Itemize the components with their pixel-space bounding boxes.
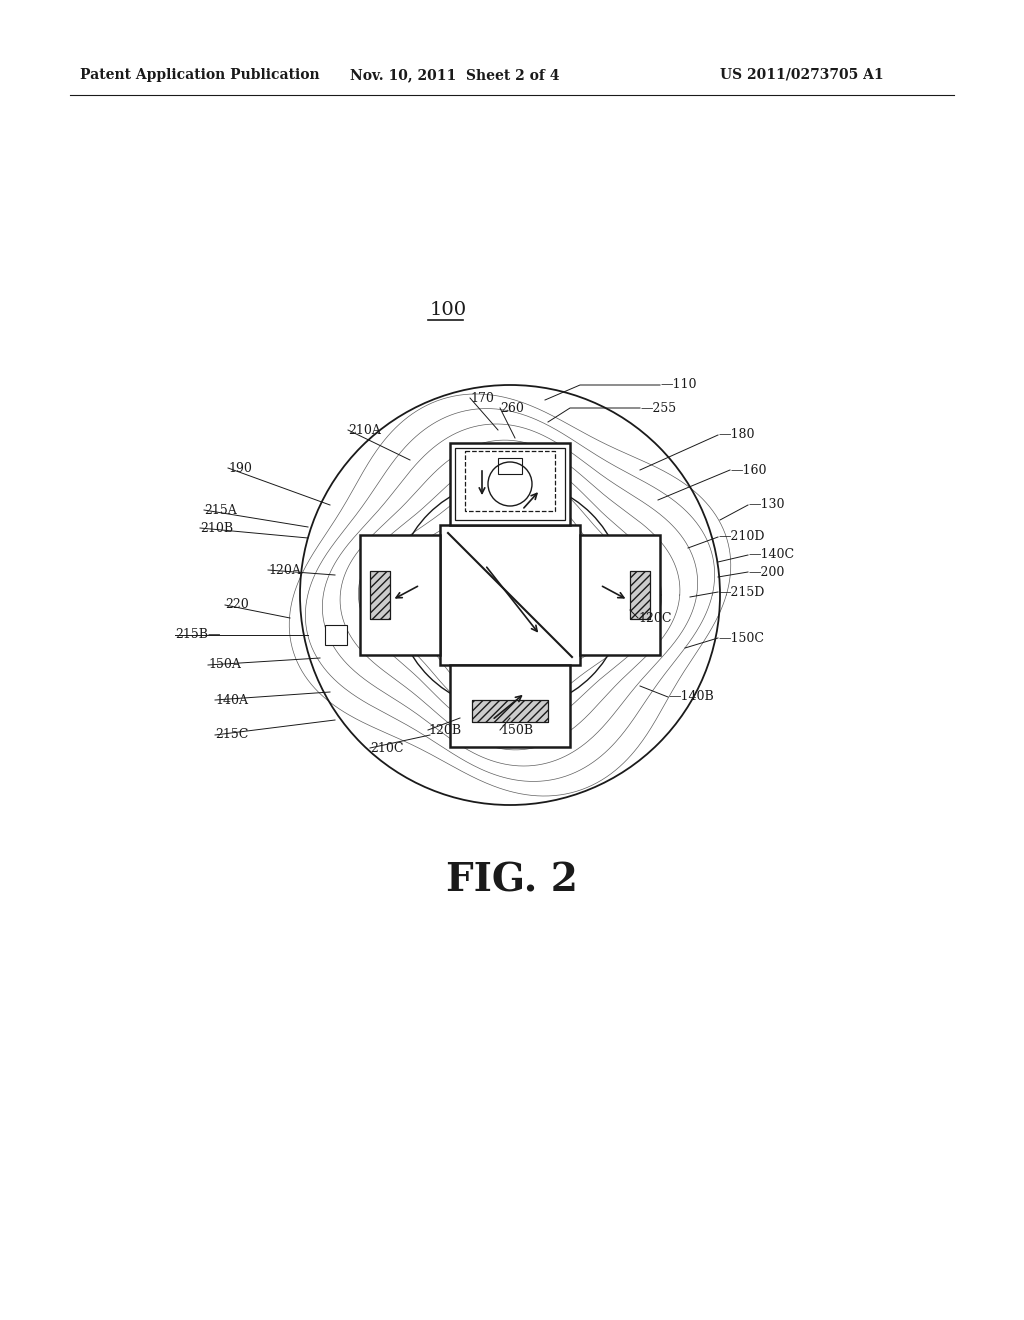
Bar [472, 700, 548, 722]
Text: 260: 260 [500, 401, 524, 414]
Bar [360, 535, 440, 655]
Text: 140A: 140A [215, 693, 248, 706]
Bar [325, 624, 347, 645]
Text: 120C: 120C [638, 611, 672, 624]
Bar [472, 700, 548, 722]
Text: Nov. 10, 2011  Sheet 2 of 4: Nov. 10, 2011 Sheet 2 of 4 [350, 69, 559, 82]
Text: —215D: —215D [718, 586, 764, 598]
Text: 170: 170 [470, 392, 494, 404]
Text: Patent Application Publication: Patent Application Publication [80, 69, 319, 82]
Bar [630, 572, 650, 619]
Text: 120A: 120A [268, 564, 301, 577]
Text: —110: —110 [660, 379, 696, 392]
Text: —160: —160 [730, 463, 767, 477]
Text: 190: 190 [228, 462, 252, 474]
Text: 120B: 120B [428, 723, 461, 737]
Bar [370, 572, 390, 619]
Text: 220: 220 [225, 598, 249, 611]
Bar [630, 572, 650, 619]
Text: 150A: 150A [208, 659, 241, 672]
Text: —130: —130 [748, 499, 784, 511]
Bar [440, 525, 580, 665]
Text: US 2011/0273705 A1: US 2011/0273705 A1 [720, 69, 884, 82]
Bar [450, 665, 570, 747]
Bar [580, 535, 660, 655]
Text: 210C: 210C [370, 742, 403, 755]
Bar [450, 444, 570, 525]
Text: —140C: —140C [748, 549, 795, 561]
Text: 210B: 210B [200, 521, 233, 535]
Text: —180: —180 [718, 429, 755, 441]
Text: —150C: —150C [718, 631, 764, 644]
Text: —140B: —140B [668, 690, 714, 704]
Text: FIG. 2: FIG. 2 [446, 861, 578, 899]
Text: —255: —255 [640, 401, 676, 414]
Text: 215C: 215C [215, 729, 249, 742]
Text: —210D: —210D [718, 531, 765, 544]
Text: 215B—: 215B— [175, 628, 220, 642]
Bar [465, 451, 555, 511]
Text: 100: 100 [430, 301, 467, 319]
Text: 215A: 215A [204, 503, 237, 516]
Bar [455, 447, 565, 520]
Bar [498, 458, 522, 474]
Text: 210A: 210A [348, 424, 381, 437]
Bar [370, 572, 390, 619]
Text: 150B: 150B [500, 723, 534, 737]
Text: —200: —200 [748, 565, 784, 578]
